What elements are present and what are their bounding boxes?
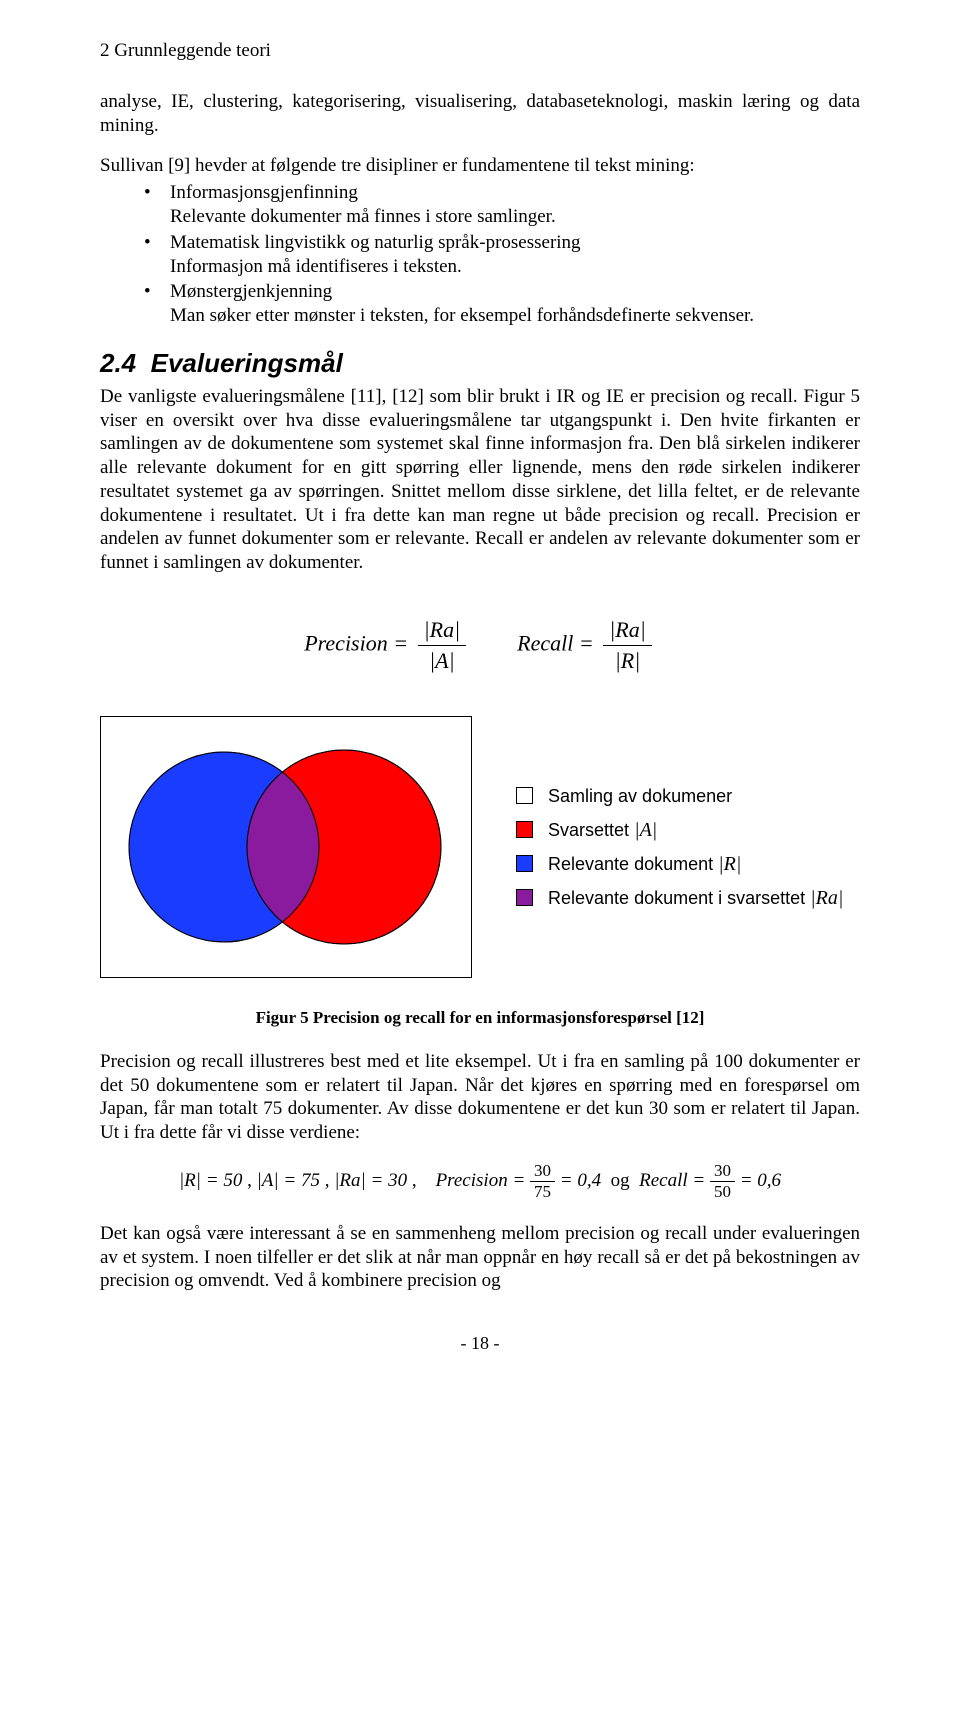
section-heading: 2.4 Evalueringsmål: [100, 348, 860, 379]
legend-label: Relevante dokument i svarsettet: [548, 888, 805, 908]
val-R: 50: [223, 1170, 242, 1191]
page-number: - 18 -: [100, 1333, 860, 1354]
paragraph-last: Det kan også være interessant å se en sa…: [100, 1222, 860, 1293]
fraction-num: |Ra|: [603, 617, 652, 646]
legend-symbol: |Ra|: [810, 887, 843, 909]
bullet-list: Informasjonsgjenfinning Relevante dokume…: [100, 181, 860, 328]
legend-swatch: [516, 821, 533, 838]
figure-caption: Figur 5 Precision og recall for en infor…: [100, 1008, 860, 1028]
val-recall: 0,6: [757, 1170, 781, 1191]
legend-row: Svarsettet |A|: [516, 817, 843, 843]
equals: =: [579, 630, 594, 655]
legend-row: Relevante dokument i svarsettet |Ra|: [516, 885, 843, 911]
bullet-item: Mønstergjenkjenning Man søker etter møns…: [144, 280, 860, 328]
legend-swatch: [516, 787, 533, 804]
fraction-den: |A|: [418, 646, 467, 674]
bullet-title: Informasjonsgjenfinning: [170, 182, 358, 203]
bullet-sub: Informasjon må identifiseres i teksten.: [170, 255, 860, 279]
bullet-title: Mønstergjenkjenning: [170, 281, 332, 302]
legend-swatch: [516, 889, 533, 906]
paragraph-intro: analyse, IE, clustering, kategorisering,…: [100, 90, 860, 138]
bullet-item: Matematisk lingvistikk og naturlig språk…: [144, 231, 860, 279]
bullet-title: Matematisk lingvistikk og naturlig språk…: [170, 232, 581, 253]
paragraph-sullivan: Sullivan [9] hevder at følgende tre disi…: [100, 154, 860, 178]
legend-symbol: |R|: [718, 853, 741, 875]
fraction-precision: |Ra| |A|: [418, 617, 467, 674]
bullet-item: Informasjonsgjenfinning Relevante dokume…: [144, 181, 860, 229]
val-precision: 0,4: [577, 1170, 601, 1191]
legend-label: Relevante dokument: [548, 854, 713, 874]
word-og: og: [611, 1170, 630, 1191]
bullet-sub: Relevante dokumenter må finnes i store s…: [170, 205, 860, 229]
val-Ra: 30: [388, 1170, 407, 1191]
fraction-den: |R|: [603, 646, 652, 674]
recall-label: Recall: [517, 630, 573, 655]
equals: =: [393, 630, 408, 655]
example-values: |R| = 50 , |A| = 75 , |Ra| = 30 , Precis…: [100, 1161, 860, 1202]
fraction: 3050: [710, 1161, 735, 1202]
legend-row: Relevante dokument |R|: [516, 851, 843, 877]
formula-precision-recall: Precision = |Ra| |A| Recall = |Ra| |R|: [100, 617, 860, 674]
recall-label: Recall: [639, 1170, 688, 1191]
precision-label: Precision: [436, 1170, 508, 1191]
precision-label: Precision: [304, 630, 388, 655]
legend-label: Svarsettet: [548, 820, 629, 840]
legend-row: Samling av dokumener: [516, 783, 843, 809]
figure-block: Samling av dokumener Svarsettet |A| Rele…: [100, 716, 860, 978]
running-header: 2 Grunnleggende teori: [100, 40, 860, 62]
legend-symbol: |A|: [634, 819, 657, 841]
val-A: 75: [301, 1170, 320, 1191]
venn-diagram: [100, 716, 472, 978]
fraction-recall: |Ra| |R|: [603, 617, 652, 674]
paragraph-eval: De vanligste evalueringsmålene [11], [12…: [100, 385, 860, 575]
venn-svg: [119, 747, 453, 947]
section-number: 2.4: [100, 348, 136, 378]
bullet-sub: Man søker etter mønster i teksten, for e…: [170, 304, 860, 328]
fraction: 3075: [530, 1161, 555, 1202]
legend-label: Samling av dokumener: [548, 786, 732, 806]
section-title: Evalueringsmål: [151, 348, 343, 378]
paragraph-example: Precision og recall illustreres best med…: [100, 1050, 860, 1145]
legend-swatch: [516, 855, 533, 872]
legend: Samling av dokumener Svarsettet |A| Rele…: [516, 775, 843, 919]
page: 2 Grunnleggende teori analyse, IE, clust…: [0, 0, 960, 1394]
fraction-num: |Ra|: [418, 617, 467, 646]
